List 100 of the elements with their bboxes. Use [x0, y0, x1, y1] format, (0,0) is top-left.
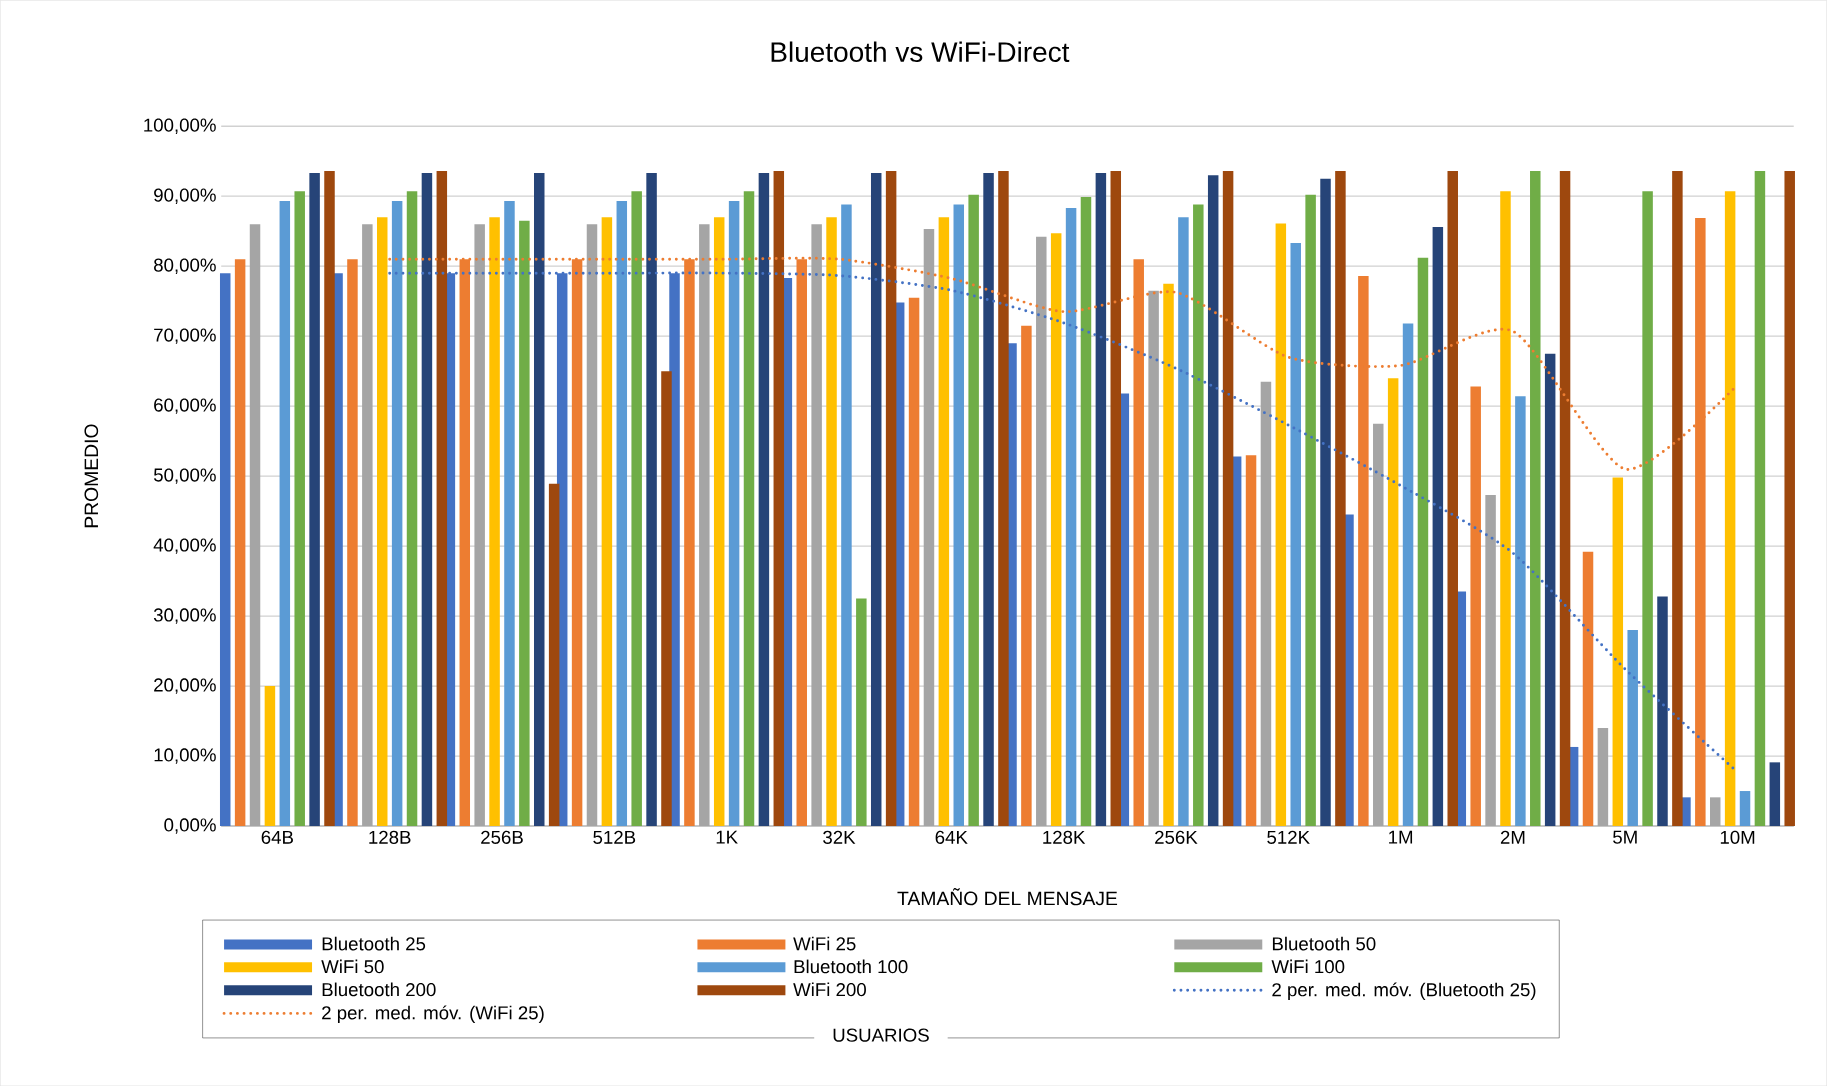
bar: [1373, 423, 1384, 826]
bar: [1597, 727, 1609, 826]
bar: [1163, 283, 1174, 826]
y-tick-label: 60,00%: [154, 398, 216, 414]
bar: [406, 191, 418, 826]
bar: [474, 224, 485, 826]
legend-label: WiFi 50: [321, 959, 384, 974]
bar: [1559, 170, 1571, 826]
bar: [1582, 551, 1594, 826]
bar: [728, 200, 740, 826]
y-tick-label: 0,00%: [164, 818, 216, 834]
bar: [998, 170, 1009, 826]
bar: [1260, 381, 1272, 826]
bar: [661, 371, 672, 826]
x-tick-label: 256B: [481, 830, 523, 844]
bar: [1178, 217, 1189, 826]
bar: [421, 173, 433, 826]
x-tick-label: 64B: [261, 830, 293, 844]
legend-label: Bluetooth 50: [1272, 936, 1376, 951]
bar: [519, 220, 530, 826]
chart-title: Bluetooth vs WiFi-Direct: [771, 41, 1070, 62]
bar: [294, 191, 305, 826]
legend-label: 2 per. med. móv. (WiFi 25): [322, 1005, 544, 1024]
bar: [1222, 170, 1234, 826]
bar: [1470, 386, 1481, 826]
x-tick-label: 128K: [1043, 830, 1086, 844]
y-tick-label: 40,00%: [153, 538, 216, 554]
bar: [1065, 207, 1077, 826]
bar: [1612, 477, 1624, 826]
legend-label: WiFi 100: [1271, 959, 1345, 974]
bar: [1305, 194, 1316, 826]
bar: [1402, 323, 1414, 826]
bar: [870, 173, 882, 826]
y-tick-label: 10,00%: [154, 748, 216, 764]
bar: [1335, 170, 1346, 826]
bar: [1021, 325, 1032, 826]
bar: [1320, 178, 1331, 826]
bar: [504, 200, 515, 826]
bar: [586, 224, 598, 826]
bar: [1769, 762, 1781, 826]
x-tick-label: 32K: [823, 830, 856, 844]
bar: [923, 228, 935, 826]
bar: [1657, 596, 1668, 826]
bar: [1432, 226, 1444, 826]
bar: [856, 598, 867, 826]
bar: [219, 273, 231, 826]
bar: [1095, 173, 1107, 826]
bar: [1739, 790, 1751, 826]
bar: [1245, 455, 1257, 826]
bar: [968, 194, 979, 826]
bar: [1080, 196, 1092, 826]
bar: [1207, 175, 1219, 826]
x-tick-label: 128B: [369, 830, 411, 844]
bar: [1036, 236, 1047, 826]
bar: [983, 173, 994, 826]
x-tick-label: 512K: [1267, 830, 1310, 844]
legend-label: 2 per. med. móv. (Bluetooth 25): [1272, 982, 1536, 1000]
bar: [758, 173, 770, 826]
bar: [953, 204, 965, 826]
bar: [548, 483, 560, 826]
bar: [309, 173, 320, 826]
bar: [631, 191, 642, 826]
bar: [1530, 170, 1541, 826]
bar: [234, 259, 246, 826]
bar: [1275, 223, 1287, 826]
bar: [938, 217, 950, 826]
x-tick-label: 2M: [1500, 830, 1525, 844]
bar: [347, 259, 358, 826]
bar: [908, 297, 920, 826]
x-tick-label: 64K: [935, 830, 968, 844]
bar: [616, 200, 628, 826]
y-tick-label: 80,00%: [154, 258, 216, 274]
bar: [324, 170, 335, 826]
bar: [1500, 191, 1511, 826]
x-tick-label: 1K: [716, 830, 738, 844]
legend-title: USUARIOS: [833, 1028, 929, 1042]
bar: [841, 204, 852, 826]
bar: [1148, 290, 1159, 826]
bar: [1672, 170, 1683, 826]
legend-label: WiFi 25: [793, 936, 856, 951]
bar: [713, 217, 725, 826]
bar: [1050, 233, 1062, 826]
bar: [391, 200, 403, 826]
bar: [279, 200, 291, 826]
bar: [1642, 191, 1653, 826]
bar: [826, 217, 837, 826]
bar: [362, 224, 373, 826]
bar: [1724, 191, 1736, 826]
y-tick-label: 50,00%: [153, 468, 216, 484]
x-tick-label: 1M: [1389, 830, 1413, 844]
bar: [1193, 204, 1204, 826]
bar: [436, 170, 448, 826]
bar: [885, 170, 897, 826]
legend-label: Bluetooth 25: [322, 936, 426, 951]
bar: [534, 173, 545, 826]
y-axis-title: PROMEDIO: [84, 424, 99, 528]
bar: [1709, 797, 1721, 826]
bar: [743, 191, 755, 826]
bar: [249, 224, 261, 826]
y-tick-label: 30,00%: [153, 608, 216, 624]
